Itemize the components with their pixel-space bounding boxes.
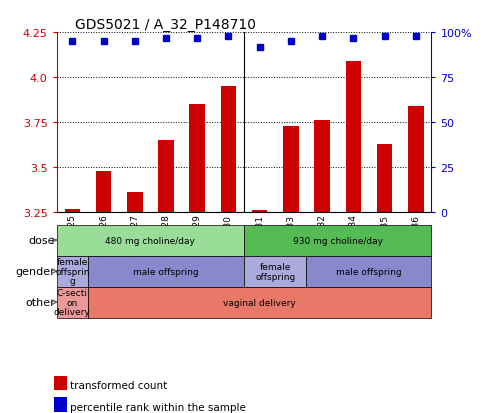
Text: gender: gender [15, 266, 55, 277]
Bar [158, 141, 174, 213]
Bar [65, 209, 80, 213]
Text: percentile rank within the sample: percentile rank within the sample [70, 402, 246, 412]
Text: female
offspring: female offspring [255, 262, 295, 281]
Text: male offspring: male offspring [133, 267, 199, 276]
Bar [244, 225, 431, 256]
Bar [96, 171, 111, 213]
Text: 930 mg choline/day: 930 mg choline/day [293, 236, 383, 245]
Bar [346, 62, 361, 213]
Text: male offspring: male offspring [336, 267, 402, 276]
Bar [307, 256, 431, 287]
Text: 480 mg choline/day: 480 mg choline/day [106, 236, 195, 245]
Bar [252, 211, 267, 213]
Text: C-secti
on
delivery: C-secti on delivery [54, 288, 91, 317]
Bar [408, 107, 423, 213]
Text: transformed count: transformed count [70, 380, 167, 390]
Bar [57, 287, 88, 318]
Text: other: other [25, 297, 55, 308]
Bar [244, 256, 307, 287]
Text: GDS5021 / A_32_P148710: GDS5021 / A_32_P148710 [75, 18, 256, 32]
Bar [315, 121, 330, 213]
Text: dose: dose [28, 235, 55, 246]
Bar [88, 256, 244, 287]
Bar [127, 193, 142, 213]
Text: female
offsprin
g: female offsprin g [55, 257, 90, 286]
Bar [377, 145, 392, 213]
Bar [283, 126, 299, 213]
Text: vaginal delivery: vaginal delivery [223, 298, 296, 307]
Bar [57, 256, 88, 287]
Bar [221, 87, 236, 213]
Bar [189, 105, 205, 213]
Bar [57, 225, 244, 256]
